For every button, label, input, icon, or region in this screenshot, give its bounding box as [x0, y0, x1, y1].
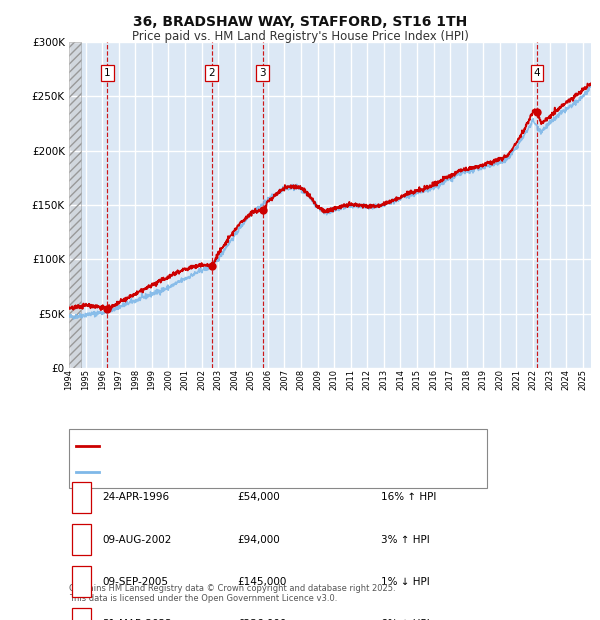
Text: 24-APR-1996: 24-APR-1996 — [102, 492, 169, 502]
Text: 09-AUG-2002: 09-AUG-2002 — [102, 534, 172, 544]
Text: 36, BRADSHAW WAY, STAFFORD, ST16 1TH: 36, BRADSHAW WAY, STAFFORD, ST16 1TH — [133, 16, 467, 30]
Text: £54,000: £54,000 — [237, 492, 280, 502]
Text: HPI: Average price, semi-detached house, Stafford: HPI: Average price, semi-detached house,… — [104, 467, 344, 476]
Text: £94,000: £94,000 — [237, 534, 280, 544]
Text: 09-SEP-2005: 09-SEP-2005 — [102, 577, 168, 587]
Text: 3% ↑ HPI: 3% ↑ HPI — [381, 534, 430, 544]
Text: 4: 4 — [78, 619, 85, 620]
Text: 36, BRADSHAW WAY, STAFFORD, ST16 1TH (semi-detached house): 36, BRADSHAW WAY, STAFFORD, ST16 1TH (se… — [104, 441, 420, 450]
Text: 4: 4 — [534, 68, 541, 78]
Text: 2: 2 — [78, 534, 85, 544]
Text: Contains HM Land Registry data © Crown copyright and database right 2025.
This d: Contains HM Land Registry data © Crown c… — [69, 584, 395, 603]
Text: 16% ↑ HPI: 16% ↑ HPI — [381, 492, 436, 502]
Text: 1% ↓ HPI: 1% ↓ HPI — [381, 577, 430, 587]
Text: 1: 1 — [104, 68, 110, 78]
Text: 2: 2 — [208, 68, 215, 78]
Text: £236,000: £236,000 — [237, 619, 286, 620]
Text: 31-MAR-2022: 31-MAR-2022 — [102, 619, 172, 620]
Text: 3: 3 — [259, 68, 266, 78]
Text: 1: 1 — [78, 492, 85, 502]
Text: 6% ↑ HPI: 6% ↑ HPI — [381, 619, 430, 620]
Text: £145,000: £145,000 — [237, 577, 286, 587]
Text: Price paid vs. HM Land Registry's House Price Index (HPI): Price paid vs. HM Land Registry's House … — [131, 30, 469, 43]
Text: 3: 3 — [78, 577, 85, 587]
